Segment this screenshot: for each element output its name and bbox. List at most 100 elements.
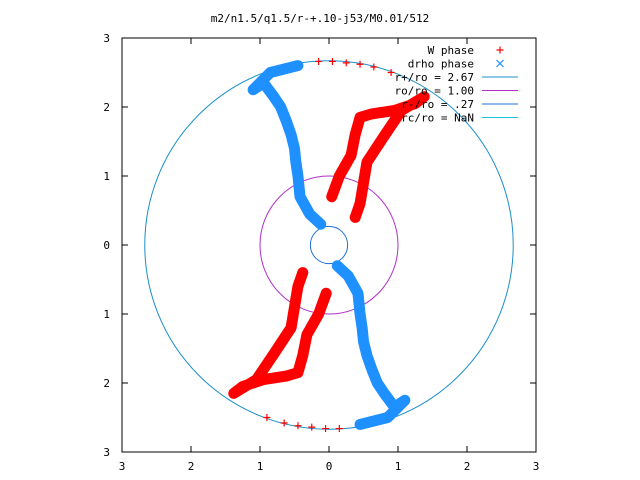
data-point [373,379,382,387]
data-point [335,172,343,180]
data-point [370,63,378,71]
y-tick-label: 1 [103,308,110,321]
legend-label: r-/ro = .27 [401,98,474,111]
data-point [308,423,316,431]
series-band [228,267,332,399]
x-tick-label: 1 [257,460,264,473]
data-point [269,92,278,101]
reference-circle [309,225,349,265]
data-point [280,419,288,427]
data-point [287,130,295,139]
data-point [230,389,238,397]
chart-title: m2/n1.5/q1.5/r-+.10-j53/M0.01/512 [211,12,430,25]
data-point [291,158,300,167]
data-point [316,220,325,229]
data-point [294,61,302,70]
series-band [331,260,411,430]
data-point [356,200,364,208]
data-point [253,376,261,384]
data-point [356,420,364,429]
data-point [239,382,247,390]
data-point [358,323,367,332]
data-point [354,289,362,298]
reference-circles [144,60,514,430]
x-tick-label: 2 [188,460,195,473]
data-point [299,351,307,359]
data-point [347,151,355,159]
data-point [322,289,330,297]
reference-circle [144,60,514,430]
y-tick-label: 0 [103,239,110,252]
y-tick-label: 3 [103,446,110,459]
legend-label: rc/ro = NaN [401,112,474,125]
data-point [287,324,295,332]
y-tick-label: 1 [103,170,110,183]
data-point [294,282,302,290]
data-point [356,310,364,318]
data-point [322,425,330,433]
x-tick-label: 1 [395,460,402,473]
data-point [387,69,395,76]
data-point [368,110,376,118]
data-point [328,193,336,201]
data-point [363,351,371,360]
data-point [400,396,409,405]
data-point [315,57,323,65]
data-point [380,389,389,398]
data-point [305,210,314,218]
data-point [276,103,285,111]
data-point [335,425,343,433]
series-band [326,91,430,223]
data-point [271,348,279,356]
data-point [420,93,428,101]
data-point [342,59,350,67]
data-point [328,57,336,65]
data-point [359,337,368,346]
data-point [333,261,342,270]
series-plus [228,57,430,433]
legend-label: r+/ro = 2.67 [395,71,474,84]
x-tick-label: 3 [119,460,126,473]
legend-label: ro/ro = 1.00 [395,85,474,98]
y-tick-label: 2 [103,101,110,114]
y-tick-label: 3 [103,32,110,45]
data-series [228,57,430,433]
data-point [294,422,302,430]
data-point [315,310,323,318]
legend-label: W phase [428,44,474,57]
series-cross [247,60,411,430]
data-point [363,158,371,166]
data-point [303,331,311,339]
data-point [397,106,405,114]
data-point [356,113,364,121]
data-point [259,78,268,87]
data-point [266,68,275,77]
data-point [259,376,267,384]
x-tick-label: 3 [533,460,540,473]
data-point [263,414,271,421]
data-point [351,131,359,139]
data-point [296,192,304,201]
data-point [391,106,399,114]
data-point [367,365,376,374]
x-tick-label: 0 [326,460,333,473]
data-point [356,60,364,68]
x-tick-label: 2 [464,460,471,473]
data-point [294,369,302,377]
data-point [249,85,258,94]
data-point [411,100,419,108]
data-point [282,372,290,380]
data-point [390,403,399,412]
data-point [290,144,299,153]
data-point [282,116,291,125]
data-point [496,59,504,68]
data-point [351,213,359,221]
data-point [496,46,504,54]
data-point [299,269,307,277]
data-point [294,172,302,180]
data-point [344,272,353,280]
data-point [383,413,392,422]
